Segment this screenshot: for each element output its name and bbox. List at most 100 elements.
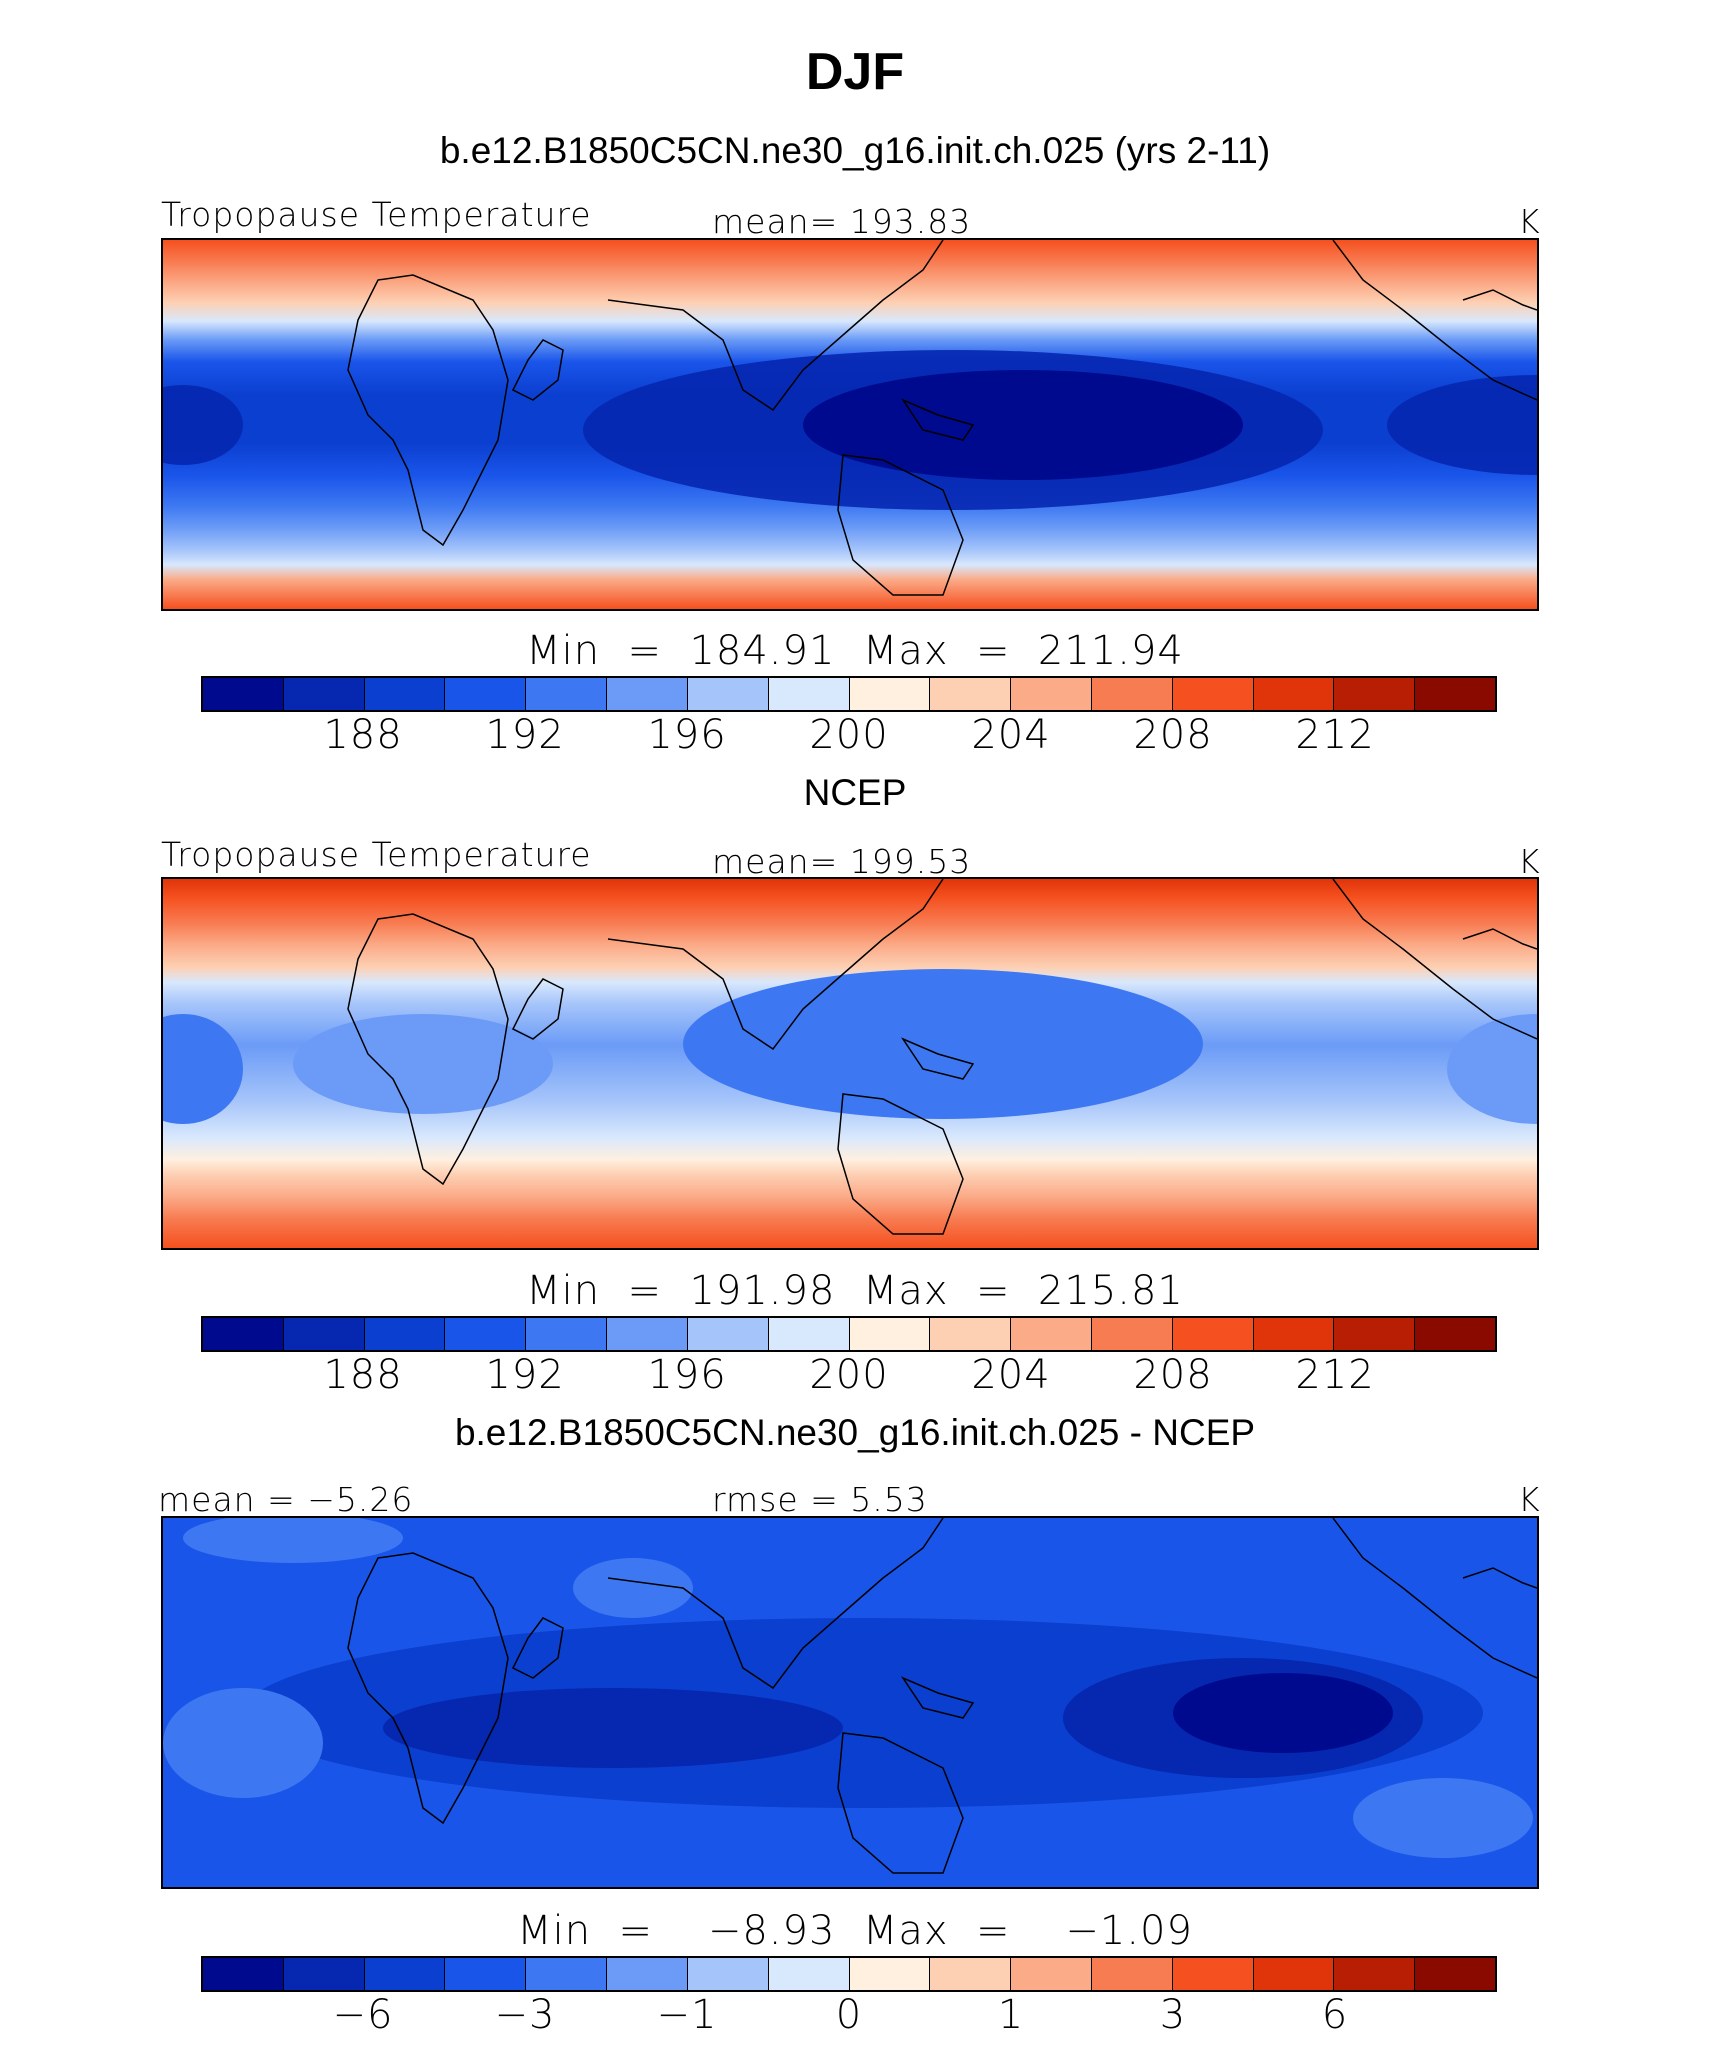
panel-1-map	[161, 238, 1539, 611]
colorbar-swatch	[687, 678, 769, 710]
colorbar-tick-label: 1	[997, 1992, 1025, 2038]
colorbar-swatch	[1253, 1958, 1335, 1990]
panel-2-variable-label: Tropopause Temperature	[161, 835, 592, 874]
colorbar-swatch	[1415, 678, 1495, 710]
panel-2-contour-field	[163, 879, 1537, 1248]
colorbar-swatch	[283, 1318, 365, 1350]
colorbar-swatch	[1172, 1958, 1254, 1990]
colorbar-swatch	[849, 1958, 931, 1990]
colorbar-swatch	[203, 678, 284, 710]
colorbar-swatch	[607, 1318, 688, 1350]
colorbar-tick-label: 212	[1295, 712, 1375, 758]
colorbar-tick-label: 204	[971, 1352, 1051, 1398]
colorbar-swatch	[203, 1958, 284, 1990]
colorbar-swatch	[1091, 1958, 1173, 1990]
colorbar-tick-label: 212	[1295, 1352, 1375, 1398]
colorbar-swatch	[1011, 678, 1092, 710]
coastline-outlines	[347, 879, 1537, 1235]
panel-3-mean-label: mean = −5.26	[158, 1480, 414, 1519]
colorbar-swatch	[1091, 678, 1173, 710]
colorbar-tick-label: −3	[494, 1992, 556, 2038]
colorbar-tick-label: 196	[647, 1352, 727, 1398]
colorbar-tick-label: 208	[1133, 1352, 1213, 1398]
colorbar-swatch	[1172, 1318, 1254, 1350]
panel-3-units-label: K	[1518, 1480, 1541, 1519]
colorbar-swatch	[930, 1958, 1012, 1990]
colorbar-swatch	[1415, 1318, 1495, 1350]
colorbar-tick-label: 0	[835, 1992, 863, 2038]
panel-3-colorbar-ticks: −6 −3 −1 0 1 3 6	[201, 1992, 1497, 2042]
panel-1-colorbar-ticks: 188 192 196 200 204 208 212	[201, 712, 1497, 762]
colorbar-swatch	[283, 1958, 365, 1990]
colorbar-swatch	[364, 1318, 446, 1350]
panel-2-colorbar-ticks: 188 192 196 200 204 208 212	[201, 1352, 1497, 1402]
panel-3-minmax: Min = −8.93 Max = −1.09	[517, 1908, 1193, 1954]
panel-1-case-title: b.e12.B1850C5CN.ne30_g16.init.ch.025 (yr…	[439, 130, 1271, 171]
colorbar-tick-label: 196	[647, 712, 727, 758]
colorbar-tick-label: 204	[971, 712, 1051, 758]
colorbar-swatch	[849, 1318, 931, 1350]
colorbar-tick-label: 208	[1133, 712, 1213, 758]
panel-2-case-title: NCEP	[803, 772, 907, 813]
colorbar-swatch	[526, 1958, 608, 1990]
colorbar-swatch	[1334, 1318, 1416, 1350]
colorbar-tick-label: 6	[1321, 1992, 1349, 2038]
panel-2-colorbar	[201, 1316, 1497, 1352]
colorbar-tick-label: −6	[332, 1992, 394, 2038]
colorbar-tick-label: 188	[323, 1352, 403, 1398]
colorbar-swatch	[687, 1958, 769, 1990]
colorbar-swatch	[768, 1958, 850, 1990]
colorbar-swatch	[1334, 1958, 1416, 1990]
colorbar-swatch	[1415, 1958, 1495, 1990]
colorbar-swatch	[283, 678, 365, 710]
panel-2-units-label: K	[1518, 842, 1541, 881]
colorbar-tick-label: 192	[485, 712, 565, 758]
colorbar-swatch	[445, 1318, 527, 1350]
colorbar-tick-label: 192	[485, 1352, 565, 1398]
panel-3-case-title: b.e12.B1850C5CN.ne30_g16.init.ch.025 - N…	[454, 1412, 1256, 1453]
panel-3-contour-field	[163, 1518, 1537, 1887]
colorbar-swatch	[445, 678, 527, 710]
colorbar-swatch	[768, 678, 850, 710]
colorbar-swatch	[1253, 678, 1335, 710]
colorbar-swatch	[526, 1318, 608, 1350]
colorbar-swatch	[930, 1318, 1012, 1350]
coastline-outlines	[347, 240, 1537, 596]
colorbar-swatch	[526, 678, 608, 710]
colorbar-swatch	[1011, 1318, 1092, 1350]
colorbar-swatch	[364, 678, 446, 710]
panel-2-map	[161, 877, 1539, 1250]
page-title: DJF	[805, 43, 905, 101]
panel-1-mean-label: mean= 193.83	[712, 202, 972, 241]
panel-3-map	[161, 1516, 1539, 1889]
colorbar-tick-label: 200	[809, 712, 889, 758]
colorbar-swatch	[1091, 1318, 1173, 1350]
colorbar-swatch	[1334, 678, 1416, 710]
panel-1-units-label: K	[1518, 202, 1541, 241]
panel-3-rmse-label: rmse = 5.53	[712, 1480, 928, 1519]
coastline-outlines	[347, 1518, 1537, 1874]
colorbar-swatch	[1253, 1318, 1335, 1350]
panel-2-minmax: Min = 191.98 Max = 215.81	[526, 1268, 1184, 1314]
colorbar-tick-label: −1	[656, 1992, 718, 2038]
colorbar-swatch	[768, 1318, 850, 1350]
colorbar-tick-label: 3	[1159, 1992, 1187, 2038]
panel-1-colorbar	[201, 676, 1497, 712]
colorbar-swatch	[445, 1958, 527, 1990]
panel-1-minmax: Min = 184.91 Max = 211.94	[526, 628, 1184, 674]
colorbar-swatch	[687, 1318, 769, 1350]
panel-1-contour-field	[163, 240, 1537, 609]
colorbar-swatch	[607, 1958, 688, 1990]
colorbar-swatch	[203, 1318, 284, 1350]
panel-2-mean-label: mean= 199.53	[712, 842, 972, 881]
colorbar-tick-label: 188	[323, 712, 403, 758]
colorbar-swatch	[607, 678, 688, 710]
colorbar-swatch	[1172, 678, 1254, 710]
colorbar-swatch	[364, 1958, 446, 1990]
colorbar-tick-label: 200	[809, 1352, 889, 1398]
colorbar-swatch	[849, 678, 931, 710]
colorbar-swatch	[1011, 1958, 1092, 1990]
panel-1-variable-label: Tropopause Temperature	[161, 195, 592, 234]
colorbar-swatch	[930, 678, 1012, 710]
panel-3-colorbar	[201, 1956, 1497, 1992]
